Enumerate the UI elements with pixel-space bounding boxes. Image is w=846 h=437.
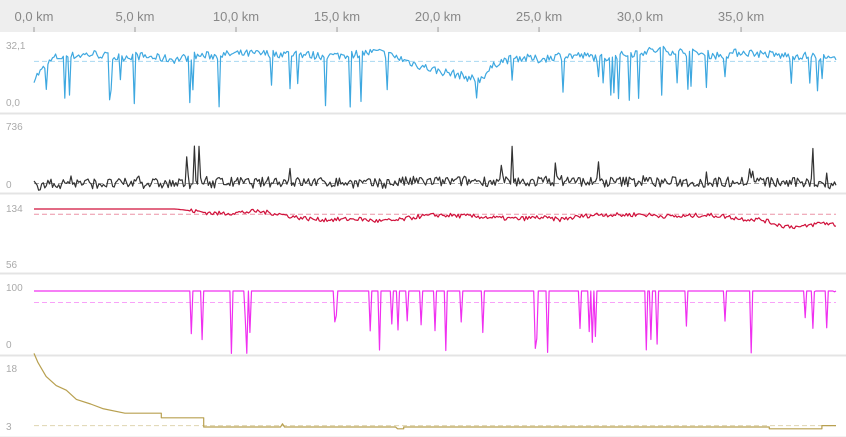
x-tick-label: 10,0 km xyxy=(212,9,260,24)
power-series-line xyxy=(33,145,837,191)
y-tick-label: 0 xyxy=(6,340,12,351)
x-tick-label: 25,0 km xyxy=(515,9,563,24)
x-tick-label: 35,0 km xyxy=(717,9,765,24)
x-tick-label: 15,0 km xyxy=(313,9,361,24)
y-tick-label: 0,0 xyxy=(6,98,20,109)
y-tick-label: 736 xyxy=(6,122,23,133)
speed-series-line xyxy=(33,45,837,108)
y-tick-label: 3 xyxy=(6,422,12,433)
x-tick-label: 5,0 km xyxy=(115,9,155,24)
x-tick-label: 0,0 km xyxy=(14,9,54,24)
metric-5-series-line xyxy=(33,353,836,430)
cadence-series-line xyxy=(34,290,837,354)
x-tick-label: 30,0 km xyxy=(616,9,664,24)
y-tick-label: 32,1 xyxy=(6,41,26,52)
x-axis-header: 0,0 km 5,0 km 10,0 km 15,0 km 20,0 km 25,0 km… xyxy=(0,0,846,32)
y-tick-label: 134 xyxy=(6,204,23,215)
heart-rate-series-line xyxy=(34,208,837,230)
y-tick-label: 100 xyxy=(6,283,23,294)
y-tick-label: 0 xyxy=(6,180,12,191)
x-tick-label: 20,0 km xyxy=(414,9,462,24)
y-tick-label: 18 xyxy=(6,364,18,375)
y-tick-label: 56 xyxy=(6,260,18,271)
